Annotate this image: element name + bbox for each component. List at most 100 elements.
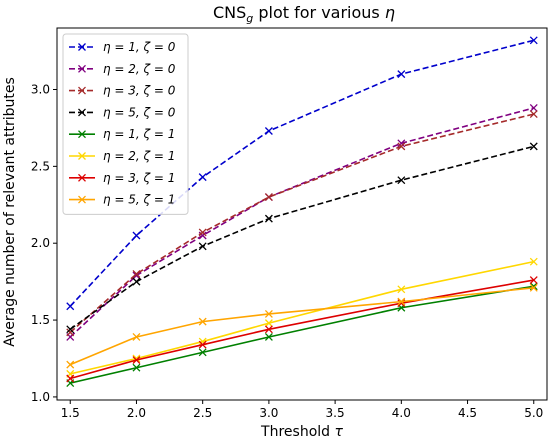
data-point-marker xyxy=(198,228,207,237)
chart-title-subscript: g xyxy=(246,12,253,25)
data-point-marker xyxy=(78,130,86,139)
data-point-marker xyxy=(529,257,538,266)
legend-label: η = 3, ζ = 0 xyxy=(103,84,176,98)
data-point-marker xyxy=(78,64,86,73)
chart-title-rest: plot for various xyxy=(253,3,385,22)
data-point-marker xyxy=(78,152,86,160)
data-point-marker xyxy=(529,103,538,112)
data-point-marker xyxy=(529,276,538,285)
legend-box xyxy=(62,33,189,215)
data-point-marker xyxy=(397,176,406,185)
legend: η = 1, ζ = 0 η = 2, ζ = 0 η = 3, ζ = 0 η = … xyxy=(62,33,189,215)
y-tick-label: 3.0 xyxy=(31,82,50,96)
data-point-marker xyxy=(264,319,273,328)
data-point-marker xyxy=(78,43,86,51)
legend-item: η = 1, ζ = 0 xyxy=(69,40,176,54)
data-point-marker xyxy=(529,142,538,151)
legend-label: η = 1, ζ = 0 xyxy=(103,40,176,54)
chart-title-symbol: η xyxy=(385,3,395,22)
data-point-marker xyxy=(132,356,141,364)
x-tick-label: 1.5 xyxy=(61,406,80,420)
data-point-marker xyxy=(529,283,538,292)
x-tick-label: 3.5 xyxy=(326,406,345,420)
x-axis-label-text: Threshold xyxy=(260,424,330,440)
legend-item: η = 1, ζ = 1 xyxy=(69,127,175,141)
x-axis-label-symbol: τ xyxy=(335,424,344,440)
series-line xyxy=(69,113,534,333)
data-point-marker xyxy=(66,360,75,369)
data-point-marker xyxy=(529,36,538,45)
legend-item: η = 5, ζ = 1 xyxy=(69,193,175,207)
data-point-marker xyxy=(264,127,273,135)
data-point-marker xyxy=(198,340,207,349)
legend-label: η = 5, ζ = 1 xyxy=(103,193,175,207)
data-point-marker xyxy=(78,108,86,117)
data-point-marker xyxy=(132,231,141,240)
data-point-marker xyxy=(264,325,273,334)
data-point-marker xyxy=(198,317,207,326)
chart-title-main: CNS xyxy=(213,3,246,22)
x-tick-label: 5.0 xyxy=(524,406,543,420)
data-point-marker xyxy=(397,285,406,294)
data-point-marker xyxy=(78,173,86,182)
data-point-marker xyxy=(132,333,141,341)
x-axis-label: Threshold τ xyxy=(260,424,343,440)
x-tick-label: 4.0 xyxy=(392,406,411,420)
x-tick-label: 2.5 xyxy=(193,406,212,420)
y-tick-label: 2.0 xyxy=(31,236,50,250)
data-point-marker xyxy=(132,363,141,372)
legend-item: η = 5, ζ = 0 xyxy=(69,105,176,119)
x-tick-label: 4.5 xyxy=(458,406,477,420)
data-point-marker xyxy=(198,173,207,182)
legend-label: η = 2, ζ = 1 xyxy=(103,149,175,163)
legend-label: η = 5, ζ = 0 xyxy=(103,105,176,119)
series-8 xyxy=(66,283,538,369)
y-tick-label: 2.5 xyxy=(31,159,50,173)
y-axis-label: Average number of relevant attributes xyxy=(2,77,18,347)
x-tick-label: 2.0 xyxy=(127,406,146,420)
legend-label: η = 2, ζ = 0 xyxy=(103,62,176,76)
data-point-marker xyxy=(132,269,141,278)
data-point-marker xyxy=(264,309,273,318)
data-point-marker xyxy=(529,110,538,119)
data-point-marker xyxy=(78,86,86,95)
x-tick-label: 3.0 xyxy=(259,406,278,420)
series-line xyxy=(69,39,534,307)
data-point-marker xyxy=(66,325,75,334)
data-point-marker xyxy=(66,328,75,337)
data-point-marker xyxy=(78,195,86,204)
data-point-marker xyxy=(66,374,75,383)
data-point-marker xyxy=(264,214,273,223)
data-point-marker xyxy=(397,297,406,306)
series-line xyxy=(69,286,534,366)
series-5 xyxy=(66,282,538,388)
series-3 xyxy=(66,110,538,337)
data-point-marker xyxy=(198,242,207,251)
data-point-marker xyxy=(397,70,406,79)
chart-title: CNSg plot for various η xyxy=(213,3,395,25)
y-tick-label: 1.0 xyxy=(31,390,50,404)
data-point-marker xyxy=(66,302,75,311)
series-line xyxy=(69,107,534,338)
legend-label: η = 1, ζ = 1 xyxy=(103,127,175,141)
legend-item: η = 3, ζ = 0 xyxy=(69,84,176,98)
data-point-marker xyxy=(132,277,141,286)
axis-ticks: 1.5 2.0 2.5 3.0 3.5 4.0 4.5 5.0 1.0 1.5 2.0 2.5 3.0 xyxy=(31,82,543,420)
series-lines xyxy=(66,36,538,388)
series-line xyxy=(70,285,534,384)
series-line xyxy=(70,260,534,375)
data-point-marker xyxy=(198,348,207,357)
y-tick-label: 1.5 xyxy=(31,313,50,327)
plot-area-frame xyxy=(56,27,548,401)
legend-item: η = 2, ζ = 0 xyxy=(69,62,176,76)
legend-item: η = 3, ζ = 1 xyxy=(69,171,175,185)
series-4 xyxy=(66,142,538,334)
legend-item: η = 2, ζ = 1 xyxy=(69,149,175,163)
data-point-marker xyxy=(397,142,406,151)
data-point-marker xyxy=(397,139,406,148)
legend-label: η = 3, ζ = 1 xyxy=(103,171,175,185)
series-1 xyxy=(66,36,538,311)
data-point-marker xyxy=(264,193,273,202)
data-point-marker xyxy=(264,333,273,341)
